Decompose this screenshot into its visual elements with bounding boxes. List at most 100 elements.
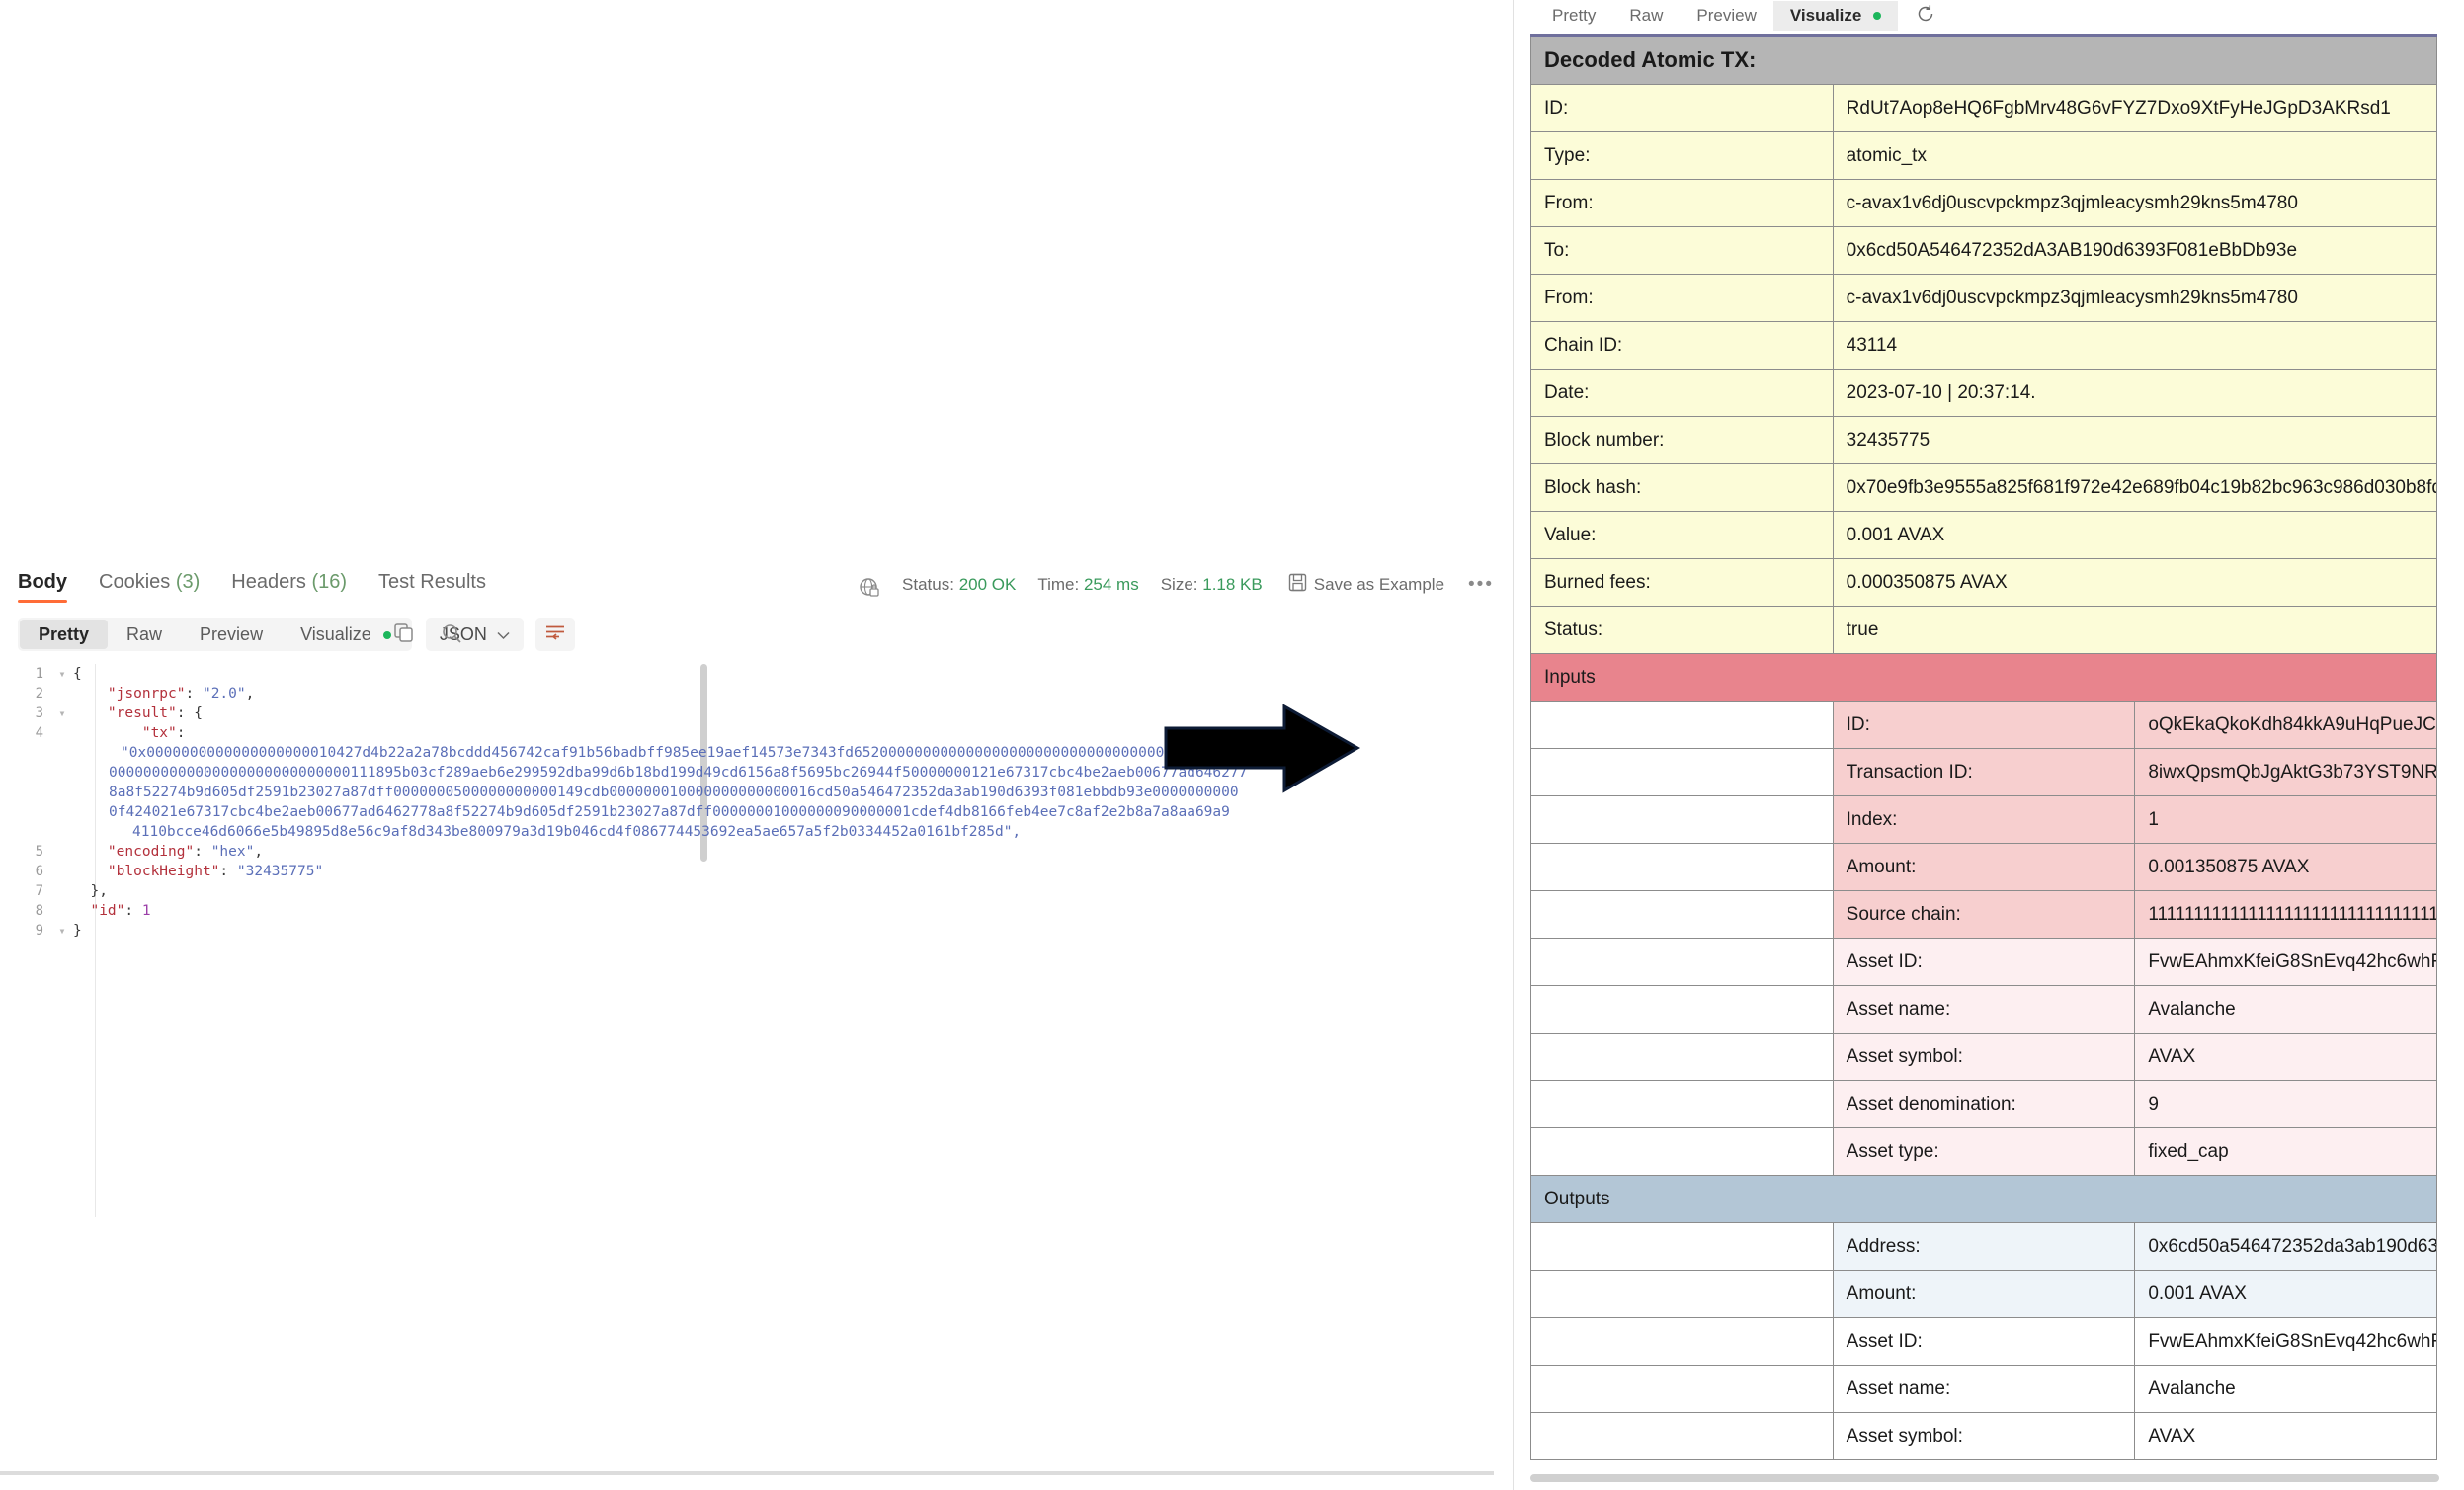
row-spacer — [1530, 748, 1834, 796]
json-code-editor[interactable]: 1 ▾ { 2 "jsonrpc": "2.0", 3 ▾ "result": … — [0, 664, 1514, 1217]
fold-toggle[interactable]: ▾ — [58, 706, 66, 720]
fold-blank — [51, 802, 73, 822]
refresh-icon — [1916, 4, 1935, 29]
field-label: Block hash: — [1530, 463, 1834, 512]
line-number-blank — [0, 822, 51, 842]
field-label: Burned fees: — [1530, 558, 1834, 607]
code-text: { — [73, 666, 82, 682]
input-value: oQkEkaQkoKdh84kkA9uHqPueJCFqvTJhZKEEzUcq… — [2134, 701, 2437, 749]
table-row: ID: oQkEkaQkoKdh84kkA9uHqPueJCFqvTJhZKEE… — [1530, 701, 2437, 749]
code-line-wrapped: 0000000000000000000000000000111895b03cf2… — [0, 763, 1514, 783]
row-spacer — [1530, 938, 1834, 986]
time-label: Time: — [1037, 575, 1080, 594]
row-spacer — [1530, 1222, 1834, 1271]
inputs-section-header: Inputs — [1530, 653, 2437, 702]
input-value: FvwEAhmxKfeiG8SnEvq42hc6whRyY3EFYAvebMqD… — [2134, 938, 2437, 986]
time-value: 254 ms — [1083, 575, 1139, 594]
line-number-blank — [0, 783, 51, 802]
vis-tab-pretty[interactable]: Pretty — [1535, 1, 1612, 31]
input-value: fixed_cap — [2134, 1127, 2437, 1176]
status-value: 200 OK — [958, 575, 1017, 594]
input-label: Asset type: — [1832, 1127, 2136, 1176]
json-value: "hex" — [210, 844, 255, 860]
line-number: 4 — [35, 725, 43, 741]
search-icon[interactable] — [441, 622, 462, 649]
outputs-section-header: Outputs — [1530, 1175, 2437, 1223]
editor-vertical-scrollbar[interactable] — [700, 664, 707, 862]
size-value: 1.18 KB — [1202, 575, 1263, 594]
table-row: Asset name: Avalanche — [1530, 985, 2437, 1034]
json-key: "jsonrpc" — [107, 686, 186, 702]
code-line-wrapped: 4110bcce46d6066e5b49895d8e56c9af8d343be8… — [0, 822, 1514, 842]
tab-cookies[interactable]: Cookies (3) — [99, 571, 200, 603]
input-label: Asset symbol: — [1832, 1033, 2136, 1081]
table-row: From: c-avax1v6dj0uscvpckmpz3qjmleacysmh… — [1530, 179, 2438, 227]
table-row: Type: atomic_tx — [1530, 131, 2438, 180]
more-options-icon[interactable]: ••• — [1468, 574, 1494, 595]
visualize-active-dot-icon — [1873, 12, 1882, 20]
field-label: Status: — [1530, 606, 1834, 654]
fold-blank — [51, 783, 73, 802]
input-label: ID: — [1832, 701, 2136, 749]
view-visualize[interactable]: Visualize — [282, 620, 410, 649]
line-number: 9 — [35, 923, 43, 939]
view-raw[interactable]: Raw — [108, 620, 181, 649]
visualizer-horizontal-scrollbar[interactable] — [1530, 1474, 2439, 1482]
word-wrap-icon — [545, 624, 565, 645]
json-key: "result" — [107, 705, 177, 721]
row-spacer — [1530, 1033, 1834, 1081]
word-wrap-button[interactable] — [534, 618, 575, 651]
visualizer-content: Decoded Atomic TX: ID: RdUt7Aop8eHQ6FgbM… — [1530, 34, 2464, 1490]
code-line: 9 ▾ } — [0, 921, 1514, 941]
table-row: Transaction ID: 8iwxQpsmQbJgAktG3b73YST9… — [1530, 748, 2437, 796]
tab-test-results[interactable]: Test Results — [378, 571, 486, 603]
row-spacer — [1530, 1365, 1834, 1413]
output-value: 0.001 AVAX — [2134, 1270, 2437, 1318]
fold-blank — [51, 743, 73, 763]
input-value: 1 — [2134, 795, 2437, 844]
chevron-down-icon — [497, 624, 510, 645]
field-value: 0x70e9fb3e9555a825f681f972e42e689fb04c19… — [1832, 463, 2438, 512]
tab-body[interactable]: Body — [18, 571, 67, 603]
field-value: 0.000350875 AVAX — [1832, 558, 2438, 607]
fold-blank — [51, 842, 73, 862]
size-meta: Size: 1.18 KB — [1161, 575, 1263, 595]
row-spacer — [1530, 843, 1834, 891]
refresh-button[interactable] — [1916, 4, 1935, 29]
field-label: ID: — [1530, 84, 1834, 132]
vis-tab-visualize[interactable]: Visualize — [1772, 1, 1899, 31]
input-label: Asset name: — [1832, 985, 2136, 1034]
fold-blank — [51, 881, 73, 901]
tab-headers-label: Headers — [231, 571, 306, 593]
copy-icon[interactable] — [393, 622, 415, 649]
tab-headers[interactable]: Headers (16) — [231, 571, 347, 603]
row-spacer — [1530, 701, 1834, 749]
field-label: Date: — [1530, 369, 1834, 417]
table-row: Value: 0.001 AVAX — [1530, 511, 2438, 559]
view-pretty[interactable]: Pretty — [20, 620, 109, 649]
row-spacer — [1530, 1270, 1834, 1318]
vis-tab-raw[interactable]: Raw — [1612, 1, 1680, 31]
indent-guide — [95, 664, 96, 1217]
table-row: Amount: 0.001 AVAX — [1530, 1270, 2437, 1318]
view-preview[interactable]: Preview — [181, 620, 282, 649]
row-spacer — [1530, 1412, 1834, 1460]
table-row: Asset symbol: AVAX — [1530, 1412, 2437, 1460]
hex-value-line: 0000000000000000000000000000111895b03cf2… — [109, 765, 1248, 781]
fold-toggle[interactable]: ▾ — [58, 667, 66, 681]
field-label: Block number: — [1530, 416, 1834, 464]
output-label: Address: — [1832, 1222, 2136, 1271]
table-row: Amount: 0.001350875 AVAX — [1530, 843, 2437, 891]
save-as-example-button[interactable]: Save as Example — [1288, 573, 1444, 597]
fold-toggle[interactable]: ▾ — [58, 924, 66, 938]
vis-tab-preview[interactable]: Preview — [1680, 1, 1772, 31]
format-select[interactable]: JSON — [425, 618, 524, 651]
response-section: Body Cookies (3) Headers (16) Test Resul… — [0, 571, 1514, 1217]
line-number: 3 — [35, 705, 43, 721]
code-line: 4 "tx": — [0, 723, 1514, 743]
input-value: 0.001350875 AVAX — [2134, 843, 2437, 891]
field-label: From: — [1530, 179, 1834, 227]
code-line: 7 }, — [0, 881, 1514, 901]
code-text: } — [73, 923, 82, 939]
table-row: Asset ID: FvwEAhmxKfeiG8SnEvq42hc6whRyY3… — [1530, 1317, 2437, 1366]
